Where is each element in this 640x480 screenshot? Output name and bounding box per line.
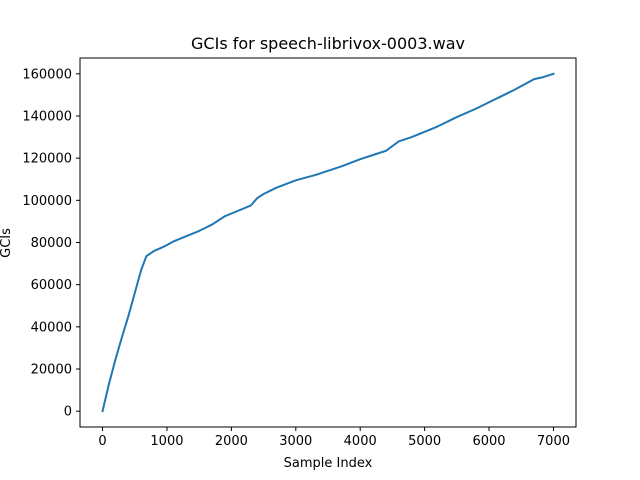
x-tick-label: 6000 bbox=[472, 434, 505, 449]
ticks-layer: 0 1000 2000 3000 4000 5000 6000 7000 0 20000 40000… bbox=[22, 67, 570, 449]
x-tick-label: 0 bbox=[98, 434, 106, 449]
y-axis-label: GCIs bbox=[0, 228, 14, 258]
y-tick-label: 140000 bbox=[22, 109, 72, 124]
chart-title: GCIs for speech-librivox-0003.wav bbox=[191, 34, 465, 53]
x-tick-label: 4000 bbox=[344, 434, 377, 449]
x-tick-label: 3000 bbox=[279, 434, 312, 449]
x-tick-label: 1000 bbox=[150, 434, 183, 449]
y-tick-label: 100000 bbox=[22, 194, 72, 209]
x-tick-label: 2000 bbox=[215, 434, 248, 449]
y-tick-label: 20000 bbox=[31, 363, 72, 378]
x-tick-label: 5000 bbox=[408, 434, 441, 449]
x-axis-label: Sample Index bbox=[284, 456, 373, 471]
x-tick-label: 7000 bbox=[537, 434, 570, 449]
y-tick-label: 0 bbox=[64, 405, 72, 420]
y-tick-label: 40000 bbox=[31, 320, 72, 335]
y-tick-label: 120000 bbox=[22, 152, 72, 167]
y-tick-label: 60000 bbox=[31, 278, 72, 293]
plot-frame bbox=[79, 57, 577, 428]
series-layer bbox=[101, 72, 555, 413]
y-tick-label: 160000 bbox=[22, 67, 72, 82]
y-tick-label: 80000 bbox=[31, 236, 72, 251]
series-line-0 bbox=[101, 72, 555, 413]
